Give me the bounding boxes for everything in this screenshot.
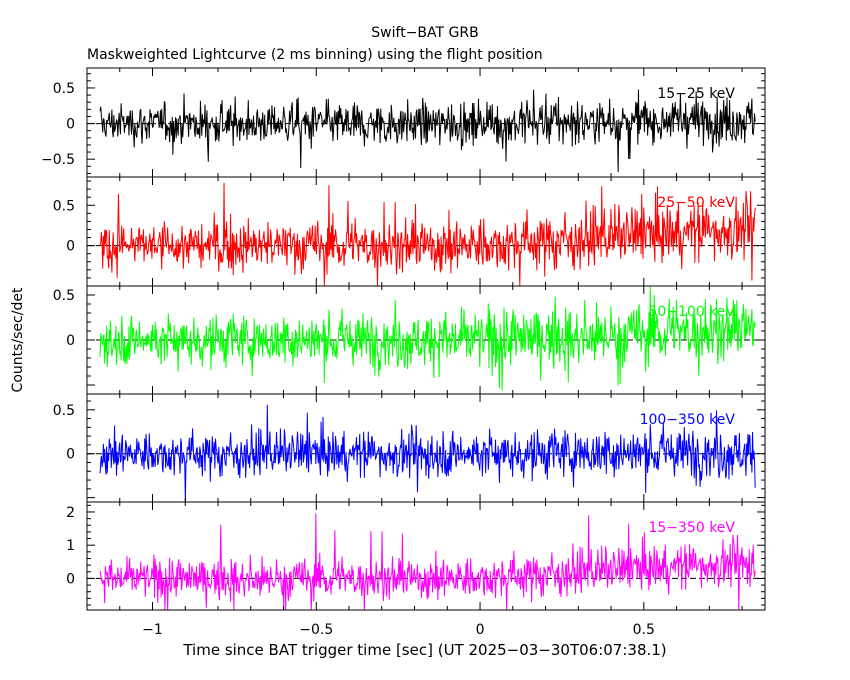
- y-tick-label: 2: [66, 505, 75, 521]
- panel-1: −0.5 0 0.5 15−25 keV: [41, 67, 766, 178]
- panel-3: 0 0.5 50−100 keV: [53, 285, 766, 395]
- y-tick-label: 0: [66, 333, 75, 349]
- y-tick-label: −0.5: [41, 152, 75, 168]
- band-label: 15−350 keV: [648, 520, 735, 536]
- x-tick-label: −1: [142, 622, 163, 638]
- band-label: 50−100 keV: [648, 304, 735, 320]
- band-label: 25−50 keV: [657, 195, 735, 211]
- y-tick-label: 0.5: [53, 288, 75, 304]
- panel-2: 0 0.5 25−50 keV: [53, 176, 766, 287]
- y-tick-label: 1: [66, 538, 75, 554]
- x-tick-label: 0: [476, 622, 485, 638]
- series-line-5: [99, 513, 756, 611]
- series-line-4: [99, 404, 756, 502]
- chart-subtitle: Maskweighted Lightcurve (2 ms binning) u…: [87, 47, 543, 63]
- y-tick-label: 0.5: [53, 81, 75, 97]
- chart-title: Swift−BAT GRB: [371, 25, 478, 41]
- y-tick-label: 0: [66, 571, 75, 587]
- panels-group: −0.5 0 0.5 15−25 keV 0 0.5 25−50 keV 0 0.5 50−100…: [41, 67, 766, 638]
- y-tick-label: 0.5: [53, 403, 75, 419]
- x-tick-label: 0.5: [633, 622, 655, 638]
- panel-4: 0 0.5 100−350 keV: [53, 393, 766, 503]
- series-line-1: [99, 89, 756, 172]
- y-tick-label: 0: [66, 239, 75, 255]
- band-label: 100−350 keV: [640, 412, 736, 428]
- y-tick-label: 0: [66, 117, 75, 133]
- panel-5: 0 1 2 15−350 keV: [66, 501, 766, 611]
- band-label: 15−25 keV: [657, 86, 735, 102]
- panel-frame: [86, 501, 766, 611]
- x-tick-label: −0.5: [299, 622, 333, 638]
- x-axis-label: Time since BAT trigger time [sec] (UT 20…: [182, 641, 666, 659]
- y-tick-label: 0.5: [53, 198, 75, 214]
- series-line-2: [99, 182, 756, 287]
- series-line-3: [99, 286, 756, 391]
- y-axis-label: Counts/sec/det: [10, 287, 26, 392]
- y-tick-label: 0: [66, 447, 75, 463]
